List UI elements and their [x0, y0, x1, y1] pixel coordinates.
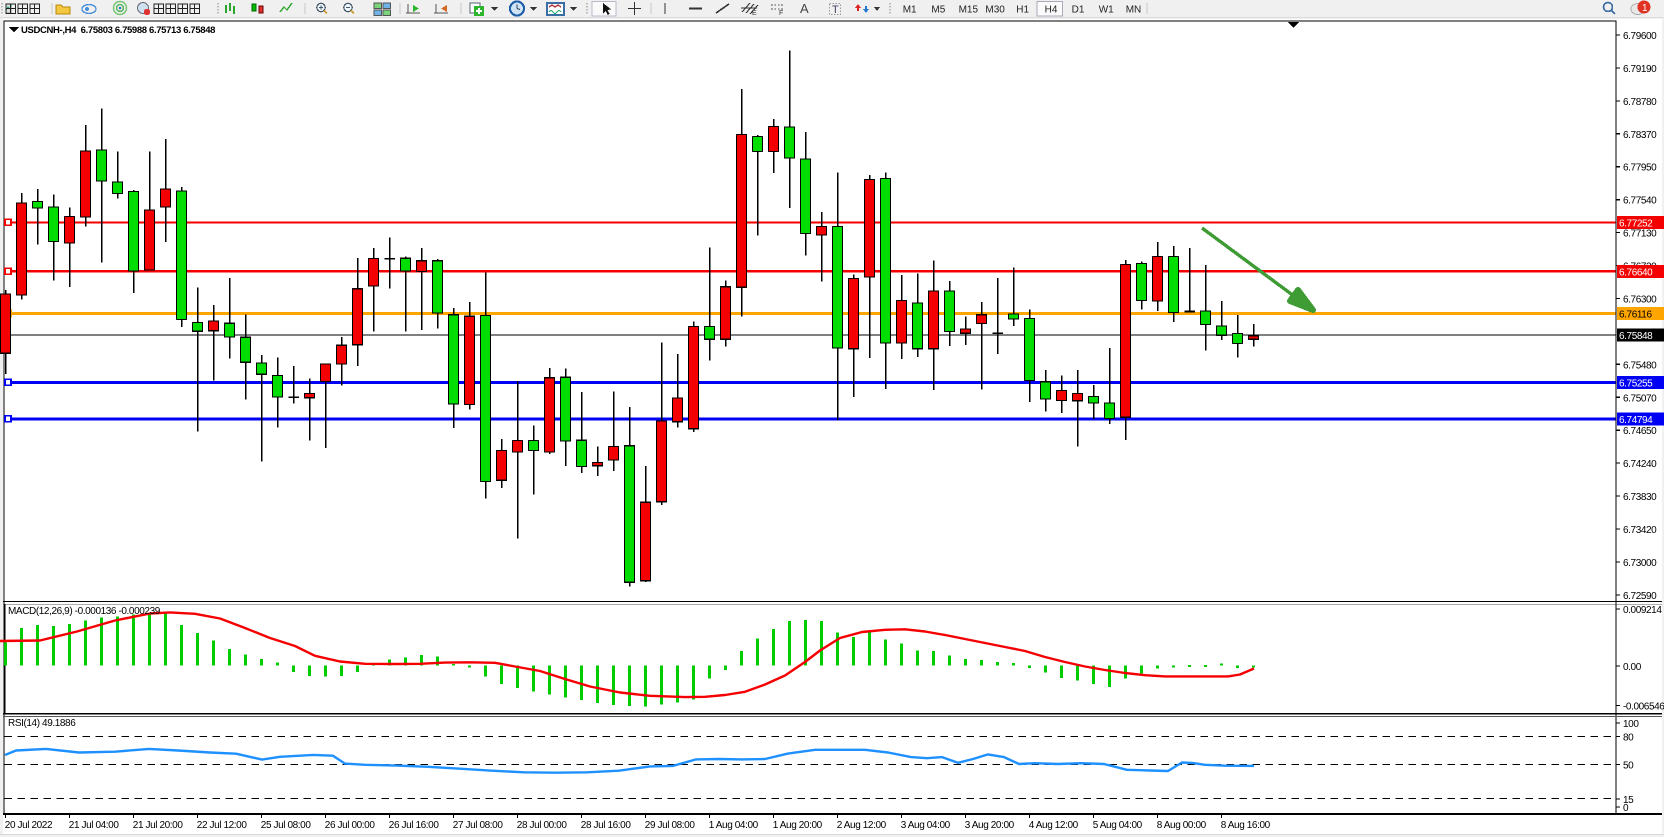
svg-text:6.77130: 6.77130: [1623, 229, 1657, 240]
svg-text:6.75480: 6.75480: [1623, 360, 1657, 371]
svg-text:F: F: [779, 10, 783, 17]
svg-text:29 Jul 08:00: 29 Jul 08:00: [645, 820, 696, 831]
svg-text:27 Jul 08:00: 27 Jul 08:00: [453, 820, 504, 831]
svg-text:1: 1: [1642, 3, 1648, 14]
svg-text:3 Aug 20:00: 3 Aug 20:00: [965, 820, 1015, 831]
svg-text:5 Aug 04:00: 5 Aug 04:00: [1093, 820, 1143, 831]
svg-text:80: 80: [1623, 733, 1634, 744]
svg-text:-0.006546: -0.006546: [1623, 701, 1664, 712]
svg-text:26 Jul 00:00: 26 Jul 00:00: [325, 820, 376, 831]
svg-text:RSI(14) 49.1886: RSI(14) 49.1886: [8, 718, 76, 729]
svg-text:6.78370: 6.78370: [1623, 130, 1657, 141]
svg-text:6.74240: 6.74240: [1623, 459, 1657, 470]
svg-text:4 Aug 12:00: 4 Aug 12:00: [1029, 820, 1079, 831]
svg-text:6.74794: 6.74794: [1619, 415, 1653, 426]
svg-text:21 Jul 04:00: 21 Jul 04:00: [69, 820, 120, 831]
svg-text:H1: H1: [1016, 5, 1029, 16]
svg-text:6.74650: 6.74650: [1623, 426, 1657, 437]
svg-text:22 Jul 12:00: 22 Jul 12:00: [197, 820, 248, 831]
svg-text:6.75255: 6.75255: [1619, 378, 1653, 389]
svg-text:MN: MN: [1126, 5, 1142, 16]
svg-text:26 Jul 16:00: 26 Jul 16:00: [389, 820, 440, 831]
svg-text:28 Jul 00:00: 28 Jul 00:00: [517, 820, 568, 831]
svg-text:D1: D1: [1072, 5, 1085, 16]
svg-text:E: E: [752, 10, 757, 17]
svg-text:6.73830: 6.73830: [1623, 492, 1657, 503]
svg-text:6.73420: 6.73420: [1623, 525, 1657, 536]
svg-text:100: 100: [1623, 719, 1639, 730]
svg-text:6.76116: 6.76116: [1619, 310, 1652, 321]
svg-text:6.72590: 6.72590: [1623, 591, 1657, 602]
svg-text:M15: M15: [959, 5, 979, 16]
svg-text:MACD(12,26,9) -0.000136 -0.000: MACD(12,26,9) -0.000136 -0.000239: [8, 606, 161, 617]
svg-text:21 Jul 20:00: 21 Jul 20:00: [133, 820, 184, 831]
svg-text:6.79190: 6.79190: [1623, 64, 1657, 75]
svg-text:1 Aug 20:00: 1 Aug 20:00: [773, 820, 823, 831]
svg-text:3 Aug 04:00: 3 Aug 04:00: [901, 820, 951, 831]
svg-text:50: 50: [1623, 761, 1634, 772]
svg-text:1 Aug 04:00: 1 Aug 04:00: [709, 820, 759, 831]
svg-text:6.78780: 6.78780: [1623, 97, 1657, 108]
svg-text:8 Aug 00:00: 8 Aug 00:00: [1157, 820, 1207, 831]
svg-text:8 Aug 16:00: 8 Aug 16:00: [1221, 820, 1271, 831]
svg-text:6.75848: 6.75848: [1619, 331, 1653, 342]
svg-text:6.77950: 6.77950: [1623, 163, 1657, 174]
svg-text:6.75070: 6.75070: [1623, 393, 1657, 404]
svg-text:T: T: [832, 4, 839, 16]
svg-text:15: 15: [1623, 795, 1634, 806]
svg-text:6.77252: 6.77252: [1619, 218, 1653, 229]
svg-text:USDCNH-,H4 6.75803 6.75988 6.: USDCNH-,H4 6.75803 6.75988 6.75713 6.758…: [21, 25, 215, 36]
svg-text:28 Jul 16:00: 28 Jul 16:00: [581, 820, 632, 831]
svg-text:H4: H4: [1045, 5, 1058, 16]
svg-text:25 Jul 08:00: 25 Jul 08:00: [261, 820, 312, 831]
svg-text:2 Aug 12:00: 2 Aug 12:00: [837, 820, 887, 831]
svg-text:6.79600: 6.79600: [1623, 31, 1657, 42]
svg-text:0.009214: 0.009214: [1623, 605, 1662, 616]
svg-text:6.76300: 6.76300: [1623, 295, 1657, 306]
svg-text:6.73000: 6.73000: [1623, 558, 1657, 569]
svg-text:M1: M1: [903, 5, 917, 16]
svg-text:M30: M30: [985, 5, 1005, 16]
svg-text:W1: W1: [1099, 5, 1114, 16]
svg-text:6.76640: 6.76640: [1619, 267, 1653, 278]
svg-text:M5: M5: [931, 5, 945, 16]
svg-text:0.00: 0.00: [1623, 662, 1642, 673]
svg-text:0: 0: [1623, 803, 1629, 814]
svg-text:6.77540: 6.77540: [1623, 196, 1657, 207]
svg-text:20 Jul 2022: 20 Jul 2022: [5, 820, 53, 831]
svg-text:A: A: [800, 1, 809, 16]
